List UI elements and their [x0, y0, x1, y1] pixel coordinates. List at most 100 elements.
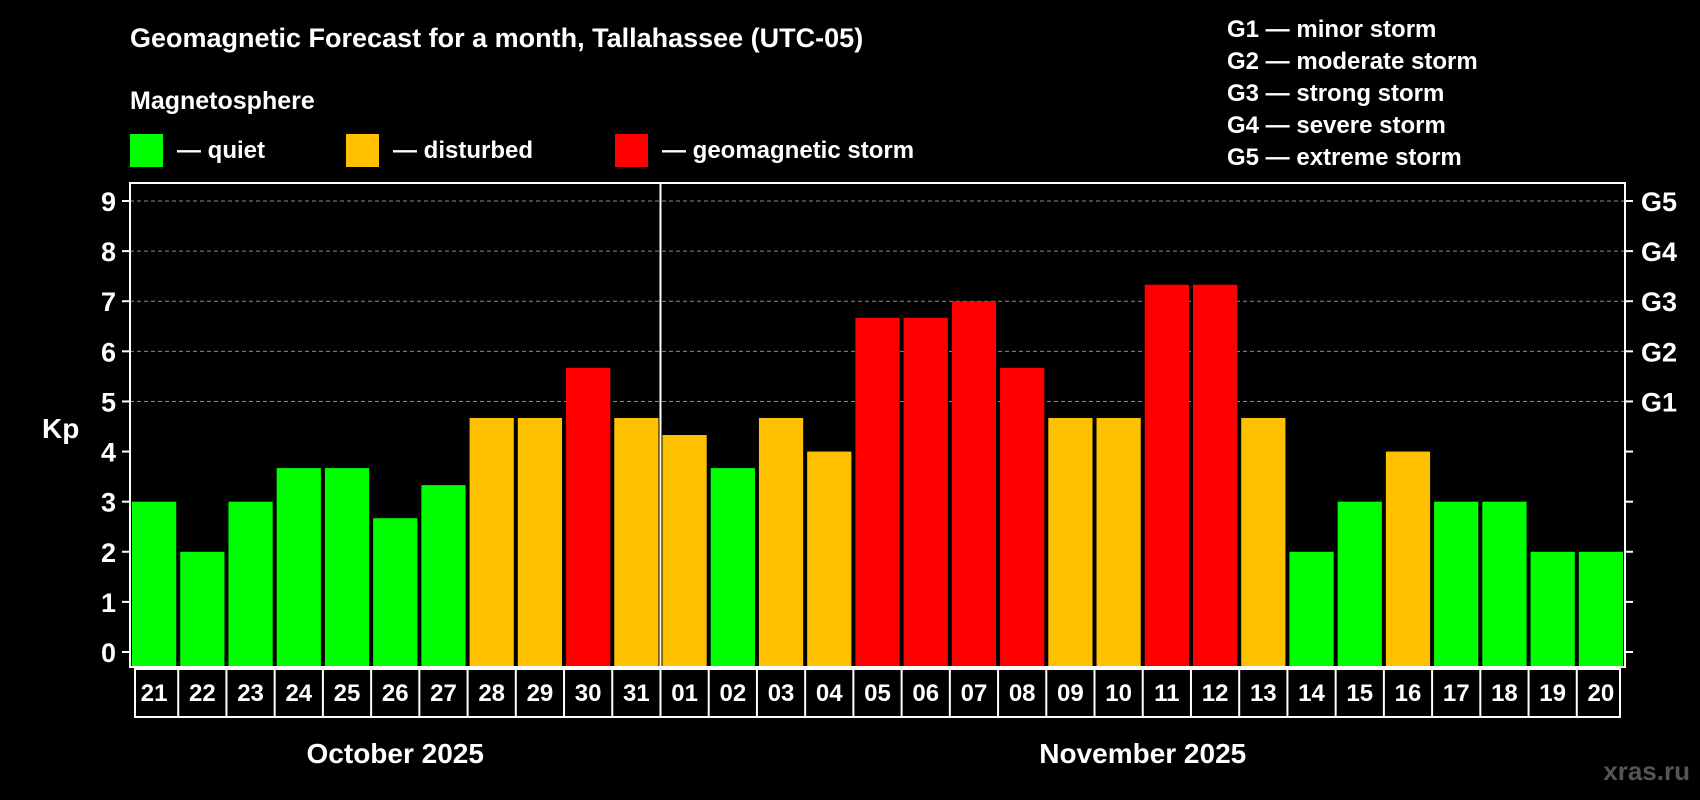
storm-scale-list: G1 — minor storm G2 — moderate storm G3 …	[1227, 16, 1478, 171]
bar-06	[903, 317, 948, 667]
date-label-08: 08	[1009, 680, 1036, 707]
date-label-11: 11	[1154, 680, 1179, 707]
date-label-16: 16	[1395, 680, 1422, 707]
date-label-12: 12	[1202, 680, 1229, 707]
bars	[132, 284, 1623, 667]
date-label-10: 10	[1105, 680, 1132, 707]
date-label-06: 06	[912, 680, 939, 707]
bar-14	[1289, 551, 1334, 667]
right-axis-label-g3: G3	[1641, 287, 1677, 317]
month-label-0: October 2025	[307, 738, 484, 769]
legend-label-quiet: — quiet	[177, 137, 265, 164]
date-label-18: 18	[1491, 680, 1518, 707]
y-tick-label-3: 3	[101, 488, 116, 518]
date-label-23: 23	[237, 680, 264, 707]
date-label-05: 05	[864, 680, 891, 707]
date-label-24: 24	[285, 680, 312, 707]
bar-03	[758, 417, 804, 667]
bar-19	[1530, 551, 1575, 667]
bar-15	[1337, 501, 1382, 667]
date-label-09: 09	[1057, 680, 1084, 707]
y-tick-label-0: 0	[101, 638, 116, 668]
bar-28	[469, 417, 514, 667]
y-axis-label: Kp	[42, 413, 79, 444]
right-axis-label-g5: G5	[1641, 187, 1677, 217]
bar-18	[1482, 501, 1527, 667]
bar-04	[807, 451, 852, 667]
bar-01	[662, 435, 707, 667]
date-label-04: 04	[816, 680, 843, 707]
bar-20	[1578, 551, 1623, 667]
bar-30	[566, 367, 611, 667]
bar-09	[1048, 417, 1093, 667]
y-tick-label-7: 7	[101, 287, 116, 317]
bar-29	[517, 417, 563, 667]
bar-25	[324, 468, 370, 667]
date-label-14: 14	[1298, 680, 1325, 707]
bar-22	[180, 551, 225, 667]
date-label-22: 22	[189, 680, 216, 707]
bar-08	[1000, 367, 1045, 667]
legend-label-disturbed: — disturbed	[393, 137, 533, 164]
storm-scale-g3: G3 — strong storm	[1227, 80, 1444, 107]
y-tick-label-1: 1	[101, 588, 116, 618]
right-axis-label-g4: G4	[1641, 237, 1677, 267]
bar-26	[373, 518, 418, 667]
date-label-03: 03	[768, 680, 795, 707]
bar-23	[228, 501, 273, 667]
bar-13	[1241, 417, 1286, 667]
date-label-28: 28	[478, 680, 505, 707]
bar-10	[1096, 417, 1141, 667]
axes: 0 1 2 3 4 5 6 7 8 9 G1 G2 G3 G4 G5	[101, 182, 1677, 668]
right-axis-label-g1: G1	[1641, 387, 1677, 417]
y-tick-label-4: 4	[101, 438, 116, 468]
date-label-19: 19	[1539, 680, 1566, 707]
legend-swatch-storm	[615, 134, 648, 167]
legend-swatch-quiet	[130, 134, 163, 167]
legend-swatch-disturbed	[346, 134, 379, 167]
date-label-31: 31	[623, 680, 650, 707]
date-label-26: 26	[382, 680, 409, 707]
bar-31	[614, 417, 659, 667]
legend: — quiet — disturbed — geomagnetic storm	[130, 134, 914, 167]
bar-17	[1434, 501, 1479, 667]
date-label-20: 20	[1588, 680, 1615, 707]
legend-heading: Magnetosphere	[130, 87, 315, 115]
right-axis-label-g2: G2	[1641, 337, 1677, 367]
date-label-01: 01	[671, 680, 698, 707]
date-cells-frame	[134, 668, 1621, 718]
y-tick-label-8: 8	[101, 237, 116, 267]
date-label-15: 15	[1346, 680, 1373, 707]
date-label-07: 07	[961, 680, 988, 707]
bar-12	[1192, 284, 1238, 667]
bar-05	[855, 317, 900, 667]
bar-07	[951, 301, 997, 667]
plot-frame	[129, 182, 1626, 668]
storm-scale-g5: G5 — extreme storm	[1227, 144, 1462, 171]
date-label-29: 29	[527, 680, 554, 707]
bar-27	[421, 485, 466, 667]
y-tick-label-9: 9	[101, 187, 116, 217]
legend-label-storm: — geomagnetic storm	[662, 137, 914, 164]
date-label-27: 27	[430, 680, 457, 707]
bar-11	[1144, 284, 1189, 667]
bar-16	[1385, 451, 1431, 667]
date-label-02: 02	[719, 680, 746, 707]
date-label-25: 25	[334, 680, 361, 707]
date-label-13: 13	[1250, 680, 1277, 707]
bar-21	[132, 501, 177, 667]
storm-scale-g1: G1 — minor storm	[1227, 16, 1436, 43]
y-tick-label-5: 5	[101, 387, 116, 417]
bar-24	[276, 468, 321, 667]
chart-title: Geomagnetic Forecast for a month, Tallah…	[130, 23, 863, 53]
date-label-17: 17	[1443, 680, 1470, 707]
y-tick-label-2: 2	[101, 538, 116, 568]
watermark: xras.ru	[1603, 756, 1690, 786]
date-axis: 21 22 23 24 25 26 27 28 29 30 31 01 02 03 04 05 06 07 08 09…	[134, 668, 1621, 769]
date-label-21: 21	[141, 680, 168, 707]
month-label-1: November 2025	[1039, 738, 1246, 769]
bar-02	[710, 468, 755, 667]
date-label-30: 30	[575, 680, 602, 707]
y-tick-label-6: 6	[101, 337, 116, 367]
